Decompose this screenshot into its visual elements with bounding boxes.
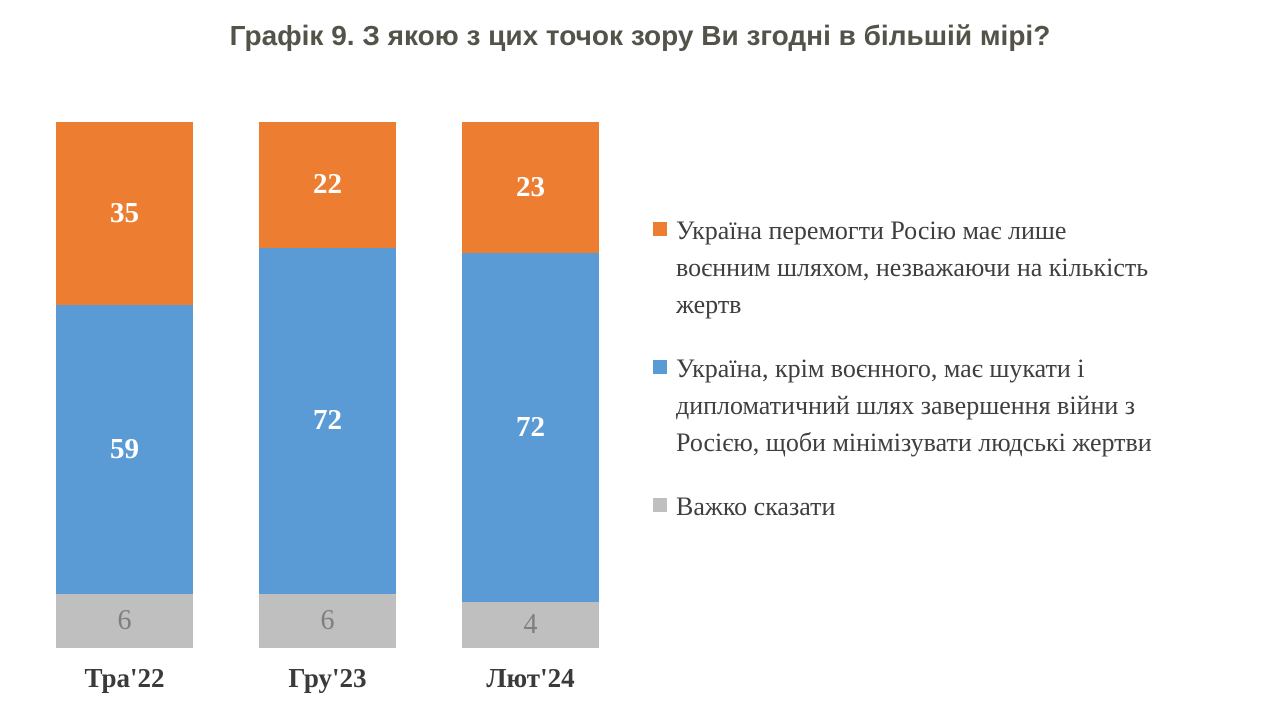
bar-segment: 59 bbox=[56, 305, 193, 594]
bar-segment: 6 bbox=[259, 593, 396, 648]
plot-area: 35 59 6 Тра'22 22 72 6 Гру'23 23 72 4 Лют'24 bbox=[56, 122, 599, 694]
bar-value-label: 72 bbox=[516, 411, 545, 444]
bar-segment: 22 bbox=[259, 122, 396, 248]
bar-segment: 72 bbox=[462, 253, 599, 603]
legend-label: Україна перемогти Росію має лише воєнним … bbox=[676, 216, 1149, 319]
legend-item: Важко сказати bbox=[653, 488, 1263, 525]
bar-column-1: 35 59 6 Тра'22 bbox=[56, 122, 193, 694]
chart-title: Графік 9. З якою з цих точок зору Ви зго… bbox=[229, 20, 1051, 51]
category-label: Гру'23 bbox=[288, 663, 367, 693]
category-label: Тра'22 bbox=[84, 663, 165, 693]
legend-label: Україна, крім воєнного, має шукати і дипл… bbox=[676, 354, 1152, 457]
legend-label: Важко сказати bbox=[676, 492, 836, 521]
bar-value-label: 72 bbox=[313, 404, 342, 437]
legend-item: Україна, крім воєнного, має шукати і дипл… bbox=[653, 350, 1263, 461]
bar-value-label: 23 bbox=[516, 171, 545, 204]
category-label: Лют'24 bbox=[486, 663, 575, 693]
legend: Україна перемогти Росію має лише воєнним … bbox=[653, 212, 1263, 552]
bar-column-3: 23 72 4 Лют'24 bbox=[462, 122, 599, 694]
bar-value-label: 6 bbox=[117, 604, 132, 636]
legend-marker-icon bbox=[653, 222, 667, 236]
bar-segment: 4 bbox=[462, 602, 599, 648]
bar-column-2: 22 72 6 Гру'23 bbox=[259, 122, 396, 694]
legend-marker-icon bbox=[653, 360, 667, 374]
bar-value-label: 35 bbox=[110, 197, 139, 229]
bar-value-label: 22 bbox=[313, 168, 342, 201]
bar-value-label: 59 bbox=[110, 432, 139, 465]
stacked-bar: 23 72 4 bbox=[462, 122, 599, 648]
bar-value-label: 4 bbox=[523, 609, 538, 641]
legend-item: Україна перемогти Росію має лише воєнним … bbox=[653, 212, 1263, 323]
bar-segment: 6 bbox=[56, 593, 193, 648]
bar-segment: 72 bbox=[259, 247, 396, 594]
legend-marker-icon bbox=[653, 498, 667, 512]
stacked-bar: 22 72 6 bbox=[259, 122, 396, 648]
stacked-bar: 35 59 6 bbox=[56, 122, 193, 648]
bar-segment: 23 bbox=[462, 122, 599, 254]
bar-value-label: 6 bbox=[320, 604, 335, 636]
bar-segment: 35 bbox=[56, 122, 193, 305]
